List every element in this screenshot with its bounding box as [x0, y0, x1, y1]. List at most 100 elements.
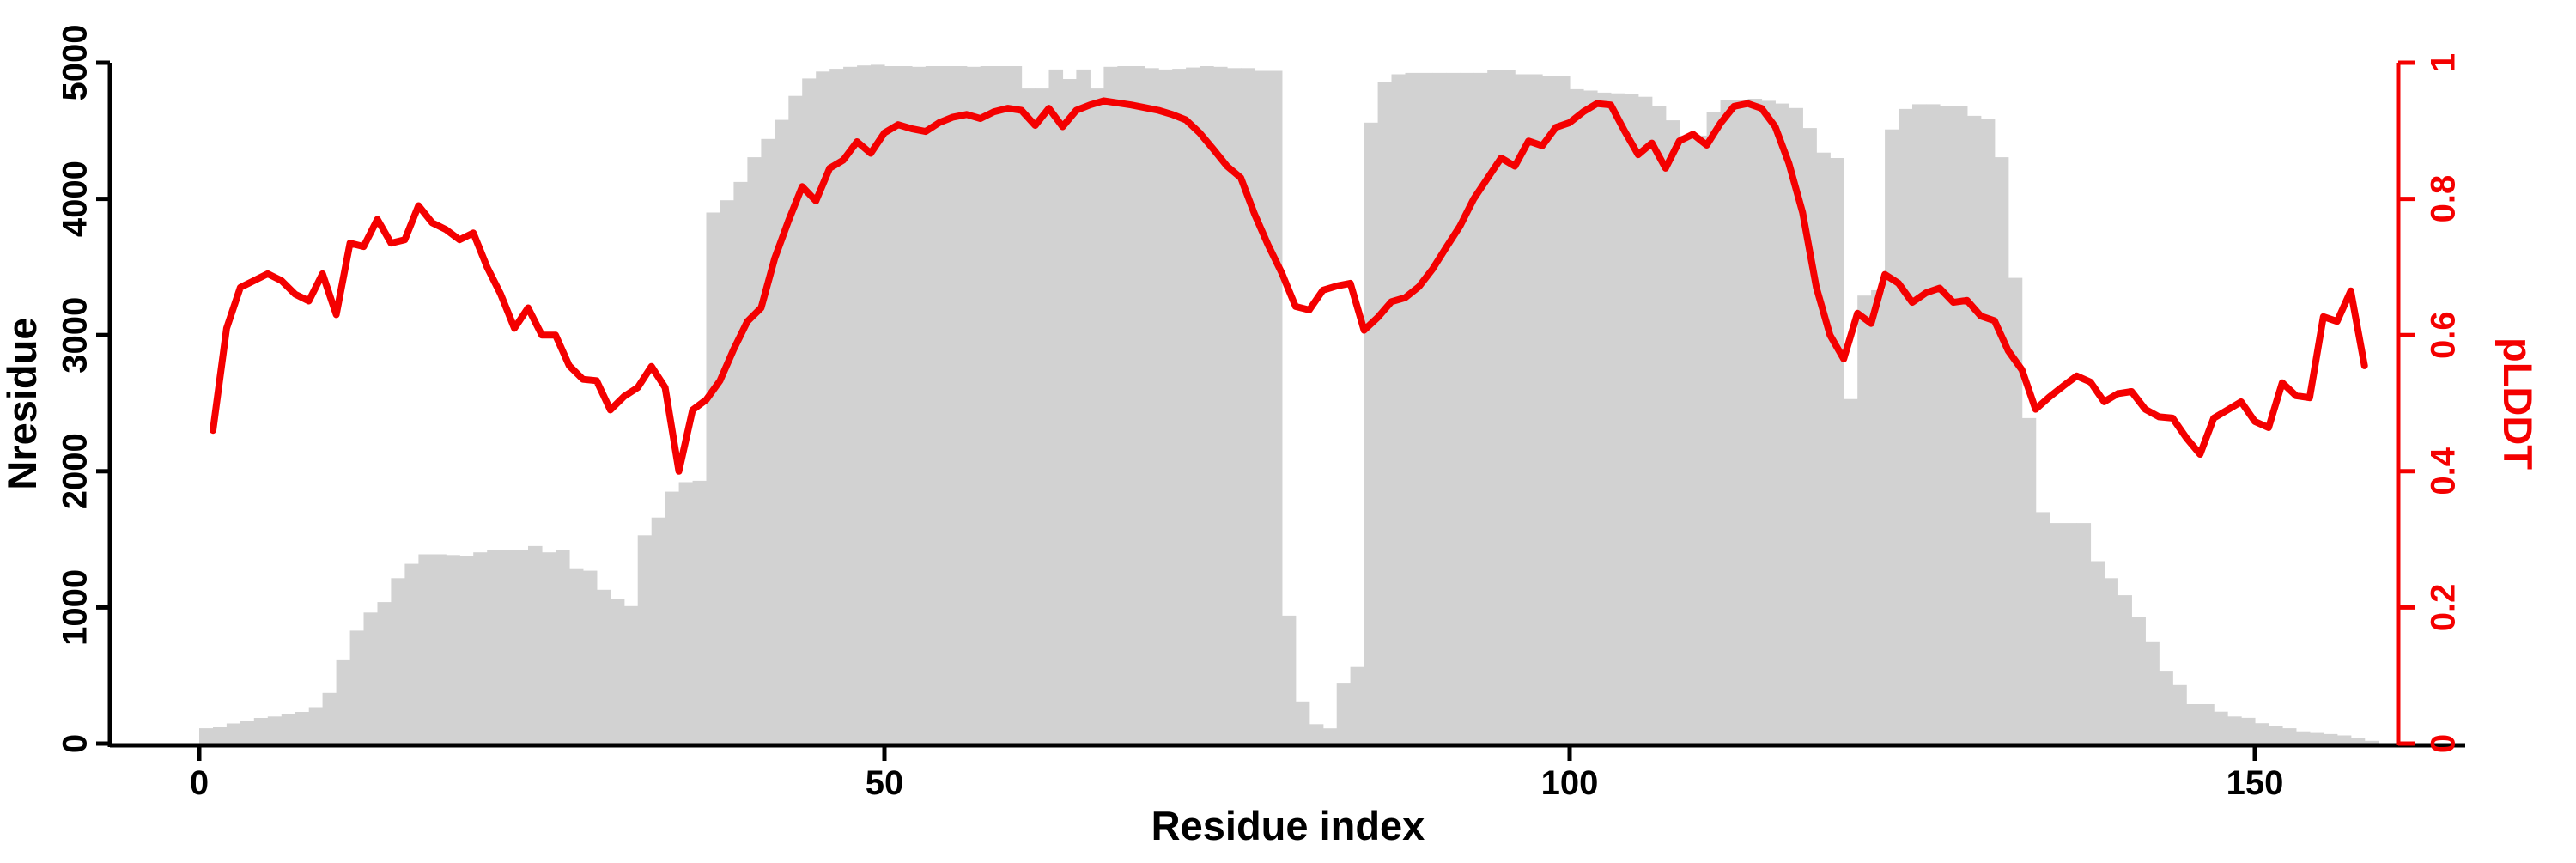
y-left-tick-label: 2000	[57, 433, 94, 509]
nresidue-bar	[1295, 701, 1310, 744]
nresidue-bar	[213, 727, 228, 744]
nresidue-bar	[747, 157, 762, 744]
nresidue-bar	[1309, 724, 1324, 744]
nresidue-bar	[884, 66, 899, 744]
nresidue-bar	[1706, 112, 1722, 744]
nresidue-bar	[1624, 94, 1639, 744]
nresidue-bar	[308, 707, 324, 744]
nresidue-bar	[568, 568, 584, 744]
nresidue-bar	[1912, 104, 1927, 744]
nresidue-bar	[1857, 295, 1872, 744]
nresidue-bar	[1419, 72, 1433, 744]
nresidue-bar	[1145, 68, 1159, 744]
nresidue-bar	[514, 550, 529, 744]
nresidue-bar	[1775, 103, 1789, 744]
nresidue-bar	[253, 718, 269, 744]
nresidue-bar	[322, 692, 337, 744]
nresidue-bar	[911, 66, 927, 744]
nresidue-bar	[1186, 67, 1200, 744]
nresidue-bar	[2131, 617, 2146, 744]
nresidue-bar	[843, 66, 858, 744]
y-left-axis-title: Nresidue	[0, 317, 45, 489]
x-tick-label: 50	[866, 764, 904, 802]
nresidue-bar	[2104, 578, 2118, 744]
nresidue-bar	[952, 66, 968, 744]
nresidue-bar	[404, 563, 419, 744]
nresidue-bar	[1103, 66, 1118, 744]
nresidue-bar	[980, 66, 995, 744]
nresidue-bar	[1679, 135, 1694, 744]
nresidue-bar	[2063, 523, 2078, 744]
nresidue-bar	[267, 716, 283, 744]
nresidue-bar	[1610, 93, 1625, 744]
nresidue-bar	[1062, 79, 1078, 744]
nresidue-bar	[1364, 122, 1379, 744]
nresidue-bar	[1090, 88, 1104, 744]
nresidue-bar	[2049, 523, 2064, 744]
nresidue-bar	[1158, 69, 1173, 744]
nresidue-bar	[1117, 66, 1132, 744]
nresidue-bar	[2364, 740, 2379, 744]
nresidue-bar	[1994, 157, 2009, 744]
nresidue-bar	[1322, 728, 1338, 744]
nresidue-bar	[2241, 717, 2256, 744]
nresidue-bar	[226, 723, 241, 744]
nresidue-bar	[2309, 732, 2324, 744]
nresidue-bar	[1172, 69, 1187, 744]
nresidue-bar	[871, 64, 885, 744]
nresidue-bar	[966, 66, 981, 744]
nresidue-bar	[623, 605, 639, 744]
nresidue-bar	[1761, 100, 1776, 744]
nresidue-bar	[802, 78, 817, 744]
nresidue-bar	[1926, 104, 1941, 744]
x-axis-title: Residue index	[1151, 803, 1425, 848]
y-left-tick-label: 3000	[57, 297, 94, 374]
nresidue-bar	[1692, 135, 1708, 744]
nresidue-bar	[1953, 106, 1968, 744]
nresidue-bar	[1501, 70, 1516, 744]
nresidue-bar	[1816, 152, 1831, 744]
y-right-tick-label: 0.8	[2425, 175, 2463, 223]
nresidue-bar	[1487, 70, 1502, 744]
nresidue-bar	[2186, 704, 2201, 744]
nresidue-bar	[1570, 88, 1584, 744]
nresidue-bar	[775, 119, 789, 744]
nresidue-bar	[1720, 100, 1735, 744]
nresidue-bar	[692, 480, 708, 744]
nresidue-bar	[1076, 69, 1091, 744]
nresidue-bar	[1665, 120, 1680, 744]
nresidue-bar	[1789, 107, 1803, 744]
nresidue-bar	[2336, 735, 2352, 744]
nresidue-bar	[473, 552, 488, 744]
nresidue-bar	[2008, 277, 2023, 744]
nresidue-bar	[761, 138, 775, 744]
nresidue-bar	[1473, 72, 1488, 744]
nresidue-bar	[459, 556, 474, 744]
nresidue-bar	[2255, 723, 2269, 744]
nresidue-bar	[528, 545, 543, 744]
nresidue-bar	[1542, 76, 1557, 744]
nresidue-bar	[2076, 523, 2092, 744]
nresidue-bar	[720, 200, 735, 744]
nresidue-bar	[993, 66, 1009, 744]
nresidue-bar	[829, 69, 844, 744]
nresidue-bar	[1734, 100, 1749, 744]
nresidue-bar	[1939, 106, 1954, 744]
nresidue-bar	[1007, 66, 1023, 744]
nresidue-bar	[2214, 711, 2228, 744]
nresidue-bar	[1350, 666, 1365, 744]
nresidue-bar	[1556, 76, 1571, 744]
x-tick-label: 150	[2227, 764, 2284, 802]
nresidue-bar	[1637, 96, 1653, 744]
nresidue-bar	[501, 550, 515, 744]
nresidue-bar	[788, 95, 803, 744]
nresidue-bar	[1596, 92, 1612, 744]
nresidue-bar	[1267, 70, 1283, 744]
nresidue-bar	[2145, 641, 2160, 744]
nresidue-bar	[1377, 82, 1393, 744]
nresidue-bar	[2295, 731, 2311, 744]
nresidue-bar	[1281, 615, 1297, 744]
nresidue-bar	[2323, 733, 2338, 744]
